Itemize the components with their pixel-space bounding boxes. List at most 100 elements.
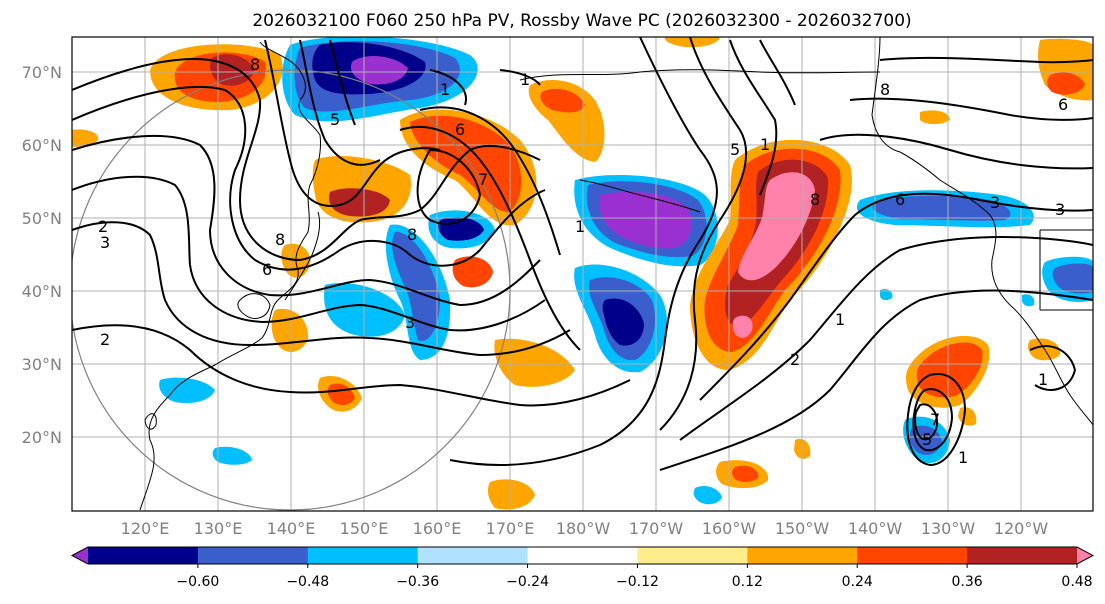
lat-label-70: 70°N	[22, 63, 62, 82]
warm-anomaly-patch	[732, 465, 759, 482]
lon-label: 120°W	[994, 519, 1049, 538]
lon-label: 150°E	[340, 519, 389, 538]
taiwan-coastline	[144, 413, 157, 430]
contour-line	[659, 37, 748, 431]
colorbar-tick-label: −0.24	[506, 574, 549, 590]
contour-label: 2	[98, 217, 108, 236]
lon-label: 170°W	[629, 519, 684, 538]
contour-line	[659, 289, 1093, 471]
lon-label: 170°E	[486, 519, 535, 538]
contour-label: 5	[730, 140, 740, 159]
cold-anomaly-patch	[1022, 294, 1035, 307]
contour-label: 8	[250, 55, 260, 74]
asia-coastline	[139, 41, 321, 511]
contour-line	[679, 236, 1093, 441]
colorbar-bin	[747, 547, 858, 564]
contour-label: 3	[405, 313, 415, 332]
contour-label: 6	[1058, 95, 1068, 114]
contour-label: 6	[895, 190, 905, 209]
contour-label: 6	[262, 260, 272, 279]
lon-label: 140°W	[848, 519, 903, 538]
us-borders	[1039, 229, 1093, 311]
cold-anomaly-patch	[159, 377, 215, 404]
colorbar-bin	[967, 547, 1078, 564]
colorbar-bin	[527, 547, 638, 564]
contour-label: 3	[1055, 200, 1065, 219]
map-title: 2026032100 F060 250 hPa PV, Rossby Wave …	[252, 11, 911, 31]
lon-label: 160°W	[702, 519, 757, 538]
contour-line	[329, 39, 356, 126]
contour-line	[264, 39, 441, 207]
warm-anomaly-patch	[1047, 72, 1085, 95]
warm-anomaly-patch	[487, 479, 535, 510]
colorbar-bin	[88, 547, 199, 564]
contour-line	[906, 373, 967, 467]
contour-line	[849, 97, 1093, 121]
colorbar-bin	[307, 547, 419, 564]
contour-line	[499, 69, 541, 86]
lon-label: 120°E	[121, 519, 170, 538]
contour-line	[399, 125, 581, 351]
contour-label: 2	[100, 330, 110, 349]
contour-line	[72, 175, 546, 332]
contour-label: 8	[880, 80, 890, 99]
cold-anomaly-patch	[880, 289, 893, 301]
contour-line	[419, 106, 561, 256]
contour-label: 2	[790, 350, 800, 369]
map-content	[72, 37, 1093, 511]
contour-line	[299, 39, 381, 166]
contour-label: 7	[930, 410, 940, 429]
contour-line	[429, 69, 467, 106]
contour-line	[72, 221, 571, 357]
warm-anomaly-patch	[916, 342, 983, 398]
colorbar-bin	[197, 547, 309, 564]
colorbar-tick-label: −0.12	[616, 574, 659, 590]
lon-label: 130°E	[194, 519, 243, 538]
colorbar-bin	[417, 547, 529, 564]
contour-line	[729, 39, 778, 196]
lon-label: 130°W	[921, 519, 976, 538]
colorbar-tick-label: 0.48	[1061, 574, 1092, 590]
contour-line	[912, 388, 954, 452]
contour-line	[72, 324, 631, 407]
contour-label: 5	[922, 430, 932, 449]
cold-anomaly-patch	[1052, 263, 1093, 294]
pv-contours	[72, 37, 1093, 471]
reference-circle	[72, 69, 511, 511]
contour-line	[449, 37, 718, 466]
colorbar-tick-label: 0.24	[842, 574, 873, 590]
contour-label: 1	[958, 448, 968, 467]
warm-anomaly-patch	[732, 315, 753, 338]
cold-anomaly-patch	[392, 231, 440, 341]
colorbar-extend-min	[72, 547, 88, 564]
cold-anomaly-patch	[872, 195, 1011, 221]
contour-line	[914, 403, 939, 441]
lon-label: 150°W	[775, 519, 830, 538]
colorbar-tick-label: 0.36	[952, 574, 983, 590]
contour-label: 1	[760, 135, 770, 154]
contour-label: 7	[478, 170, 488, 189]
warm-anomaly-patch	[920, 110, 950, 125]
korea-coastline	[237, 293, 271, 319]
arctic-coastline	[519, 69, 881, 81]
colorbar-tick-label: −0.36	[396, 574, 439, 590]
warm-anomaly-patch	[452, 256, 493, 288]
contour-line	[759, 39, 796, 106]
lat-label-30: 30°N	[22, 355, 62, 374]
lon-label: 160°E	[413, 519, 462, 538]
contour-line	[879, 56, 1093, 64]
latitude-labels: 70°N 60°N 50°N 40°N 30°N 20°N	[22, 63, 62, 447]
contour-labels: 2 2 3 1 1 3 5 6 8 8 8 6 3 3 6 1 2 1 1 5 …	[98, 55, 1068, 467]
contour-label: 1	[575, 217, 585, 236]
contour-line	[416, 148, 482, 225]
cold-anomaly-patch	[212, 446, 252, 465]
contour-line	[699, 192, 1093, 401]
cold-anomaly-patch	[599, 191, 692, 249]
cold-anomaly-patch	[693, 486, 722, 505]
contour-label: 8	[810, 190, 820, 209]
colorbar-bin	[637, 547, 748, 564]
contour-line	[1029, 345, 1077, 391]
contour-label: 1	[835, 310, 845, 329]
contour-line	[72, 58, 541, 262]
cold-anomaly-patch	[324, 283, 405, 337]
